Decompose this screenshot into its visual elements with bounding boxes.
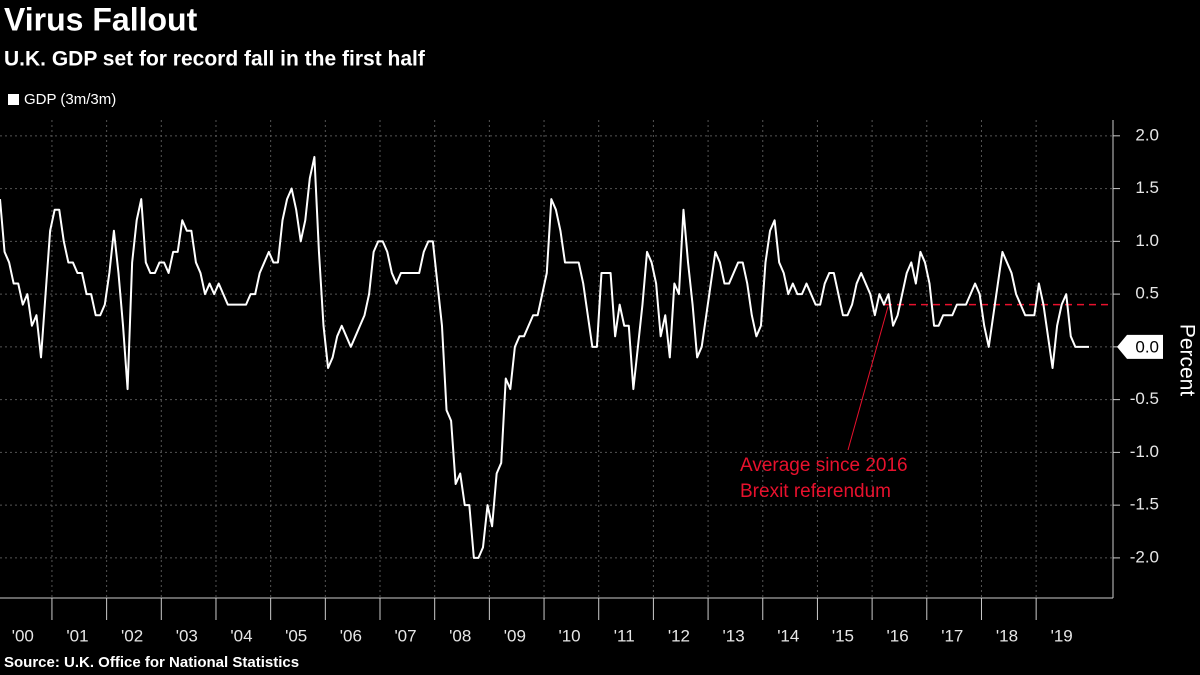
x-tick-label: '12	[668, 626, 690, 645]
x-tick-label: '15	[832, 626, 854, 645]
y-tick-label: 0.0	[1135, 337, 1159, 356]
chart-subtitle: U.K. GDP set for record fall in the firs…	[4, 48, 426, 71]
y-tick-label: -0.5	[1130, 389, 1159, 408]
y-tick-label: 2.0	[1135, 125, 1159, 144]
y-tick-label: 1.5	[1135, 178, 1159, 197]
x-tick-label: '16	[887, 626, 909, 645]
y-tick-label: 0.5	[1135, 284, 1159, 303]
line-series	[0, 155, 1089, 559]
x-tick-label: '19	[1051, 626, 1073, 645]
x-tick-label: '17	[941, 626, 963, 645]
x-tick-label: '04	[230, 626, 252, 645]
y-tick-label: -1.0	[1130, 442, 1159, 461]
x-tick-label: '13	[723, 626, 745, 645]
x-tick-label: '14	[777, 626, 799, 645]
x-tick-label: '18	[996, 626, 1018, 645]
x-tick-label: '05	[285, 626, 307, 645]
legend-swatch	[8, 94, 19, 105]
annotation-leader	[847, 306, 889, 451]
y-axis-label: Percent	[1175, 324, 1198, 397]
x-tick-label: '06	[340, 626, 362, 645]
source: Source: U.K. Office for National Statist…	[4, 654, 299, 671]
x-tick-label: '00	[12, 626, 34, 645]
y-tick-label: -1.5	[1130, 495, 1159, 514]
y-tick-label: 1.0	[1135, 231, 1159, 250]
x-tick-label: '08	[449, 626, 471, 645]
x-tick-label: '02	[121, 626, 143, 645]
x-tick-label: '03	[176, 626, 198, 645]
x-tick-label: '11	[614, 626, 635, 645]
annotation: Brexit referendum	[740, 481, 891, 502]
chart-title: Virus Fallout	[4, 1, 198, 37]
legend-label: GDP (3m/3m)	[24, 91, 116, 108]
x-tick-label: '01	[66, 626, 88, 645]
x-tick-label: '07	[394, 626, 416, 645]
annotation: Average since 2016	[740, 455, 908, 476]
x-tick-label: '10	[558, 626, 580, 645]
y-tick-label: -2.0	[1130, 547, 1159, 566]
last-value-box	[1117, 334, 1163, 359]
x-tick-label: '09	[504, 626, 526, 645]
